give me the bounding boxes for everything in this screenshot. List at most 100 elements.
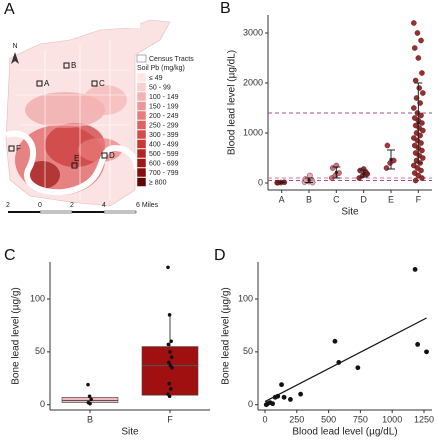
mean-point: [362, 171, 366, 176]
point: [418, 167, 424, 174]
panel-label: A: [4, 1, 15, 18]
point: [169, 339, 173, 344]
x-tick-label: B: [87, 414, 93, 424]
point: [168, 350, 172, 354]
point: [87, 394, 92, 399]
sites: A B C D E F: [8, 61, 115, 169]
hot-zone: [78, 138, 122, 162]
point: [288, 397, 293, 402]
point: [279, 382, 284, 388]
point: [414, 30, 421, 36]
lake: [60, 0, 140, 28]
north-label: N: [12, 43, 17, 50]
x-tick-label: A: [279, 194, 285, 204]
point: [420, 127, 426, 134]
mean-point: [280, 180, 284, 185]
legend-label: 200 - 249: [149, 113, 179, 120]
legend-label: 700 - 799: [149, 170, 179, 177]
point: [415, 342, 421, 347]
scale-label: 4: [102, 202, 106, 209]
scale-segment: [72, 211, 104, 213]
panel-label: D: [214, 247, 226, 264]
site-marker: [8, 145, 15, 152]
x-tick-label: D: [360, 194, 367, 204]
site-label: F: [16, 144, 21, 153]
site-marker: [71, 162, 78, 169]
legend-label: 250 - 299: [149, 122, 179, 129]
tract-key: [136, 54, 147, 63]
y-tick-label: 50: [243, 346, 253, 356]
north-arrow: [11, 52, 19, 64]
panel-label: B: [220, 0, 231, 17]
point: [89, 397, 93, 402]
scale-label: 2: [70, 202, 74, 209]
mean-point: [416, 121, 420, 125]
scale-label: 0: [38, 202, 42, 209]
y-tick-label: 2000: [243, 77, 263, 87]
point: [383, 165, 390, 171]
point: [169, 387, 173, 391]
fit-line: [264, 317, 427, 403]
legend-swatch: [136, 120, 147, 130]
legend-swatch: [136, 72, 147, 83]
legend-swatch: [136, 148, 147, 159]
legend-label: 400 - 499: [149, 141, 179, 148]
legend-label: ≤ 49: [149, 75, 163, 82]
point: [418, 37, 424, 44]
legend-label: 300 - 399: [149, 132, 179, 139]
y-axis-title: Bone lead level (µg/g): [11, 287, 22, 385]
point: [418, 140, 424, 146]
y-tick-label: 3000: [243, 27, 263, 37]
point: [167, 360, 171, 365]
point: [298, 391, 304, 397]
y-tick-label: 0: [40, 399, 45, 409]
mean-point: [389, 157, 393, 162]
y-tick-label: 100: [238, 293, 253, 303]
y-tick-label: 1000: [243, 127, 263, 137]
point: [364, 171, 371, 177]
point: [412, 177, 419, 184]
point: [275, 393, 281, 399]
y-tick-label: 0: [258, 177, 263, 187]
site-label: B: [71, 61, 76, 70]
legend-swatch: [136, 158, 147, 168]
mean-point: [334, 170, 338, 175]
point: [411, 45, 418, 51]
x-tick-label: F: [167, 414, 173, 424]
point: [411, 105, 417, 111]
point: [167, 313, 172, 317]
point: [420, 90, 426, 96]
legend-swatch: [136, 91, 147, 102]
point: [169, 355, 174, 359]
point: [355, 365, 361, 371]
river: [5, 130, 140, 196]
point: [420, 155, 426, 161]
point: [419, 70, 425, 76]
point: [413, 95, 420, 101]
point: [88, 401, 92, 406]
y-tick-label: 0: [248, 399, 253, 409]
site-label: E: [74, 154, 79, 163]
legend-swatch: [136, 129, 147, 140]
legend-swatch: [136, 110, 147, 121]
legend-label: ≥ 800: [149, 179, 167, 186]
site-label: A: [44, 79, 50, 88]
point: [419, 147, 425, 154]
y-axis-title: Bone lead level (µg/g): [221, 287, 232, 385]
x-tick-label: C: [333, 194, 340, 204]
legend-swatch: [136, 177, 147, 187]
scale-bar: 2 0 2 4 6 Miles: [6, 202, 159, 214]
x-tick-label: 1000: [382, 414, 402, 424]
legend-label: 100 - 149: [149, 94, 179, 101]
point: [307, 172, 313, 179]
x-tick-label: 500: [321, 414, 336, 424]
legend-title: Soil Pb (mg/kg): [137, 65, 185, 72]
scale-segment: [103, 210, 137, 214]
legend-swatch: [136, 167, 147, 178]
point: [411, 20, 417, 26]
legend-label: 150 - 199: [149, 103, 179, 110]
point: [418, 112, 424, 119]
point: [170, 365, 174, 370]
site-marker: [36, 80, 43, 87]
